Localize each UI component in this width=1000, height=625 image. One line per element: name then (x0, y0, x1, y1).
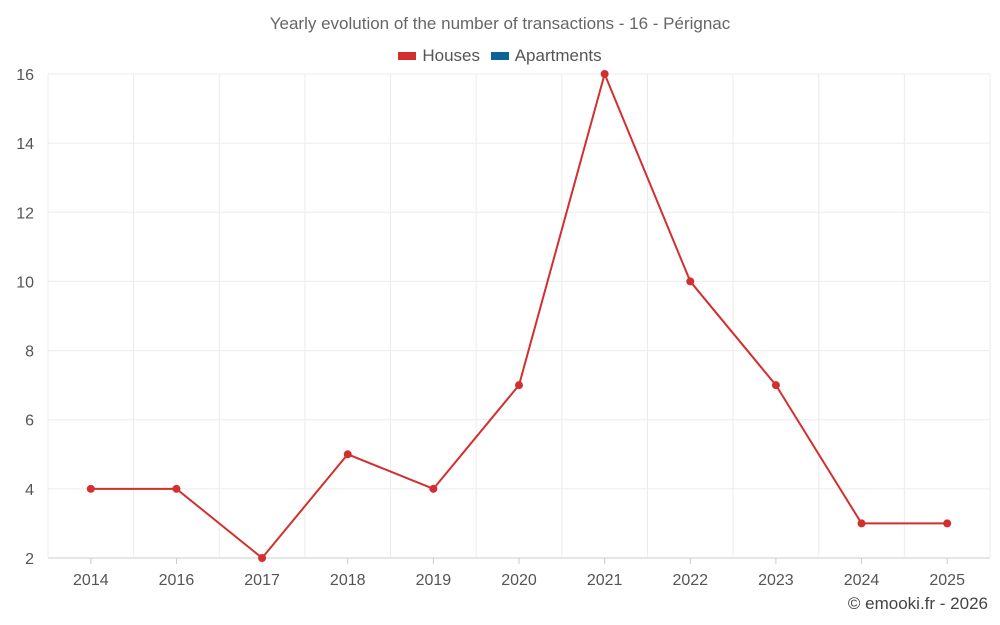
grid (47, 73, 991, 559)
x-tick-label: 2019 (416, 572, 452, 589)
y-tick-label: 14 (16, 136, 34, 153)
chart-title: Yearly evolution of the number of transa… (269, 14, 731, 33)
x-tick-label: 2014 (73, 572, 109, 589)
data-point-houses[interactable] (515, 381, 523, 390)
data-point-houses[interactable] (86, 484, 95, 493)
legend-label-apartments: Apartments (514, 46, 602, 65)
legend-swatch-apartments (490, 52, 509, 60)
y-axis: 2 4 6 8 10 12 14 16 (16, 67, 34, 568)
data-point-houses[interactable] (857, 519, 866, 528)
data-point-houses[interactable] (600, 70, 609, 78)
credit: © emooki.fr - 2026 (847, 594, 988, 613)
x-tick-label: 2023 (758, 572, 794, 589)
x-tick-label: 2018 (330, 572, 366, 589)
legend: Houses Apartments (0, 45, 1000, 66)
data-point-houses[interactable] (258, 554, 267, 562)
x-tick-label: 2022 (672, 572, 708, 589)
series-points (86, 70, 952, 562)
y-tick-label: 4 (25, 482, 34, 499)
x-tick-label: 2017 (244, 572, 280, 589)
legend-label-houses: Houses (422, 46, 480, 65)
y-tick-label: 16 (16, 67, 34, 84)
data-point-houses[interactable] (172, 484, 181, 493)
data-point-houses[interactable] (771, 381, 780, 390)
y-tick-label: 8 (25, 344, 34, 361)
y-tick-label: 2 (25, 551, 34, 568)
x-tick-label: 2024 (844, 572, 880, 589)
x-axis: 2014 2016 2017 2018 2019 2020 2021 2022 2023 2024… (73, 558, 965, 589)
x-tick-label: 2025 (929, 572, 965, 589)
y-tick-label: 12 (16, 205, 34, 222)
y-tick-label: 6 (25, 413, 34, 430)
x-tick-label: 2020 (501, 572, 537, 589)
legend-item-houses[interactable]: Houses (398, 46, 480, 66)
x-tick-label: 2021 (587, 572, 623, 589)
legend-item-apartments[interactable]: Apartments (490, 46, 602, 66)
data-point-houses[interactable] (429, 484, 438, 493)
data-point-houses[interactable] (943, 519, 952, 528)
data-point-houses[interactable] (686, 277, 695, 286)
y-tick-label: 10 (16, 274, 34, 291)
data-point-houses[interactable] (343, 450, 352, 459)
legend-swatch-houses (398, 52, 417, 60)
x-tick-label: 2016 (159, 572, 195, 589)
